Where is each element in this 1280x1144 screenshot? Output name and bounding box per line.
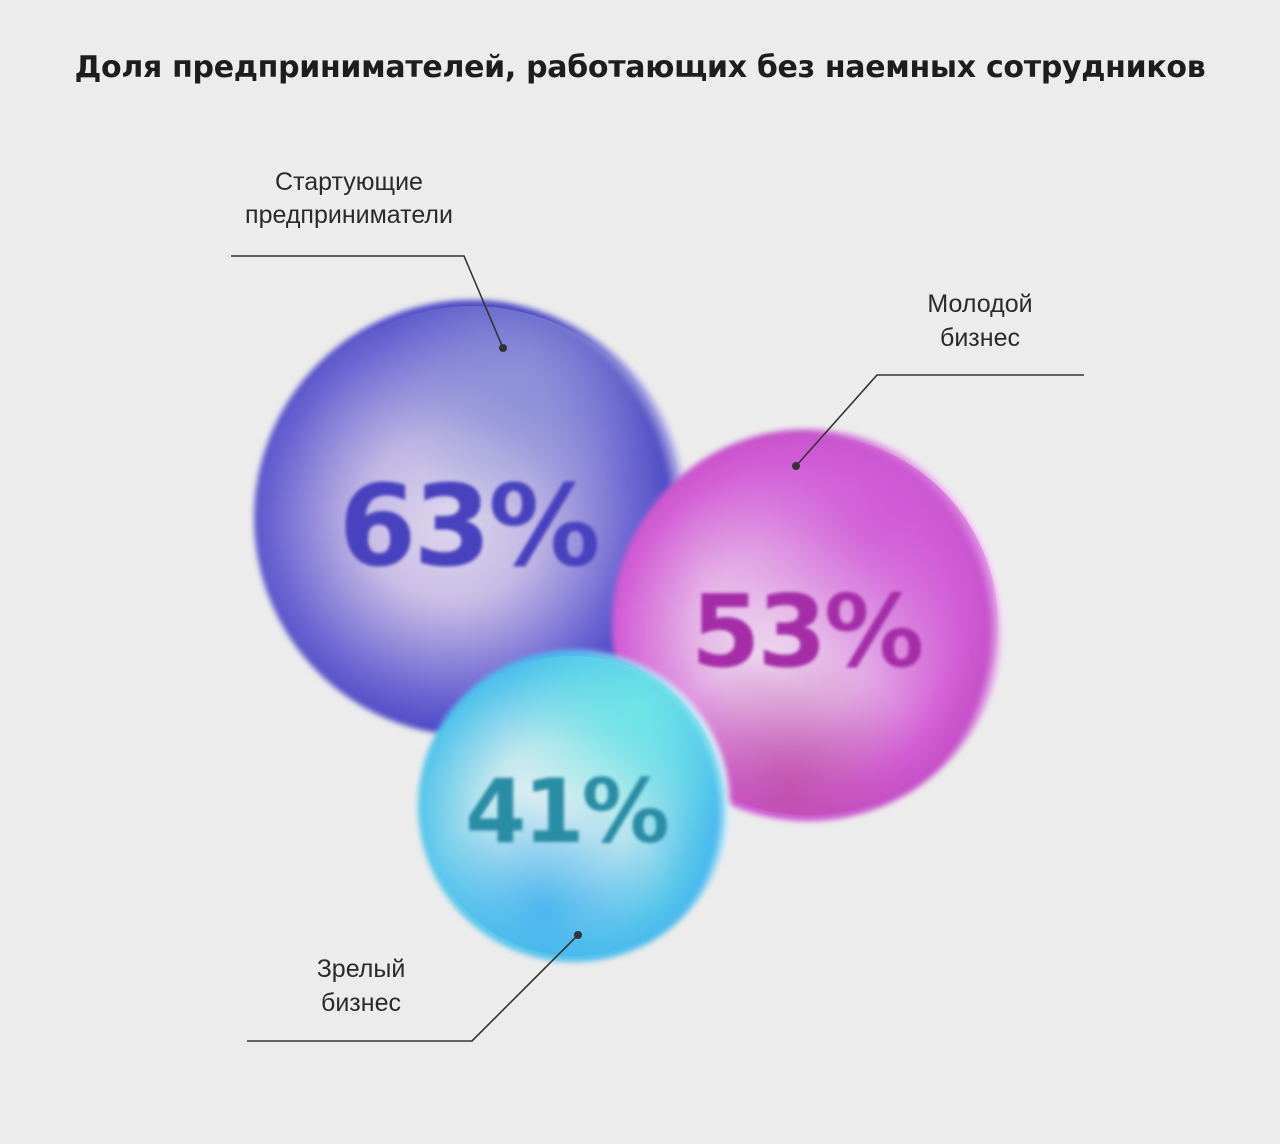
category-label-mature: Зрелый бизнес bbox=[317, 955, 406, 1017]
bubble-young-shadow bbox=[618, 435, 998, 815]
category-label-mature-line-1: Зрелый bbox=[317, 955, 406, 983]
bubble-young: 53% bbox=[612, 429, 1004, 821]
leader-line-startup bbox=[231, 255, 504, 349]
category-label-young-line-1: Молодой bbox=[927, 290, 1032, 318]
bubble-mature-value: 41% bbox=[465, 760, 667, 863]
bubble-startup: 63% bbox=[254, 300, 690, 736]
leader-dots bbox=[499, 344, 800, 939]
leader-dot-mature bbox=[574, 931, 582, 939]
leader-lines bbox=[231, 255, 1084, 1042]
category-label-young: Молодой бизнес bbox=[927, 290, 1032, 352]
leader-dot-startup bbox=[499, 344, 507, 352]
bubble-mature: 41% bbox=[418, 650, 730, 962]
category-label-young-line-2: бизнес bbox=[940, 324, 1020, 352]
leader-line-mature bbox=[247, 934, 579, 1042]
bubble-startup-value: 63% bbox=[338, 462, 597, 592]
chart-title: Доля предпринимателей, работающих без на… bbox=[74, 50, 1206, 85]
bubble-startup-highlight bbox=[260, 306, 684, 730]
category-label-mature-line-2: бизнес bbox=[321, 989, 401, 1017]
bubble-young-value: 53% bbox=[691, 573, 922, 690]
category-label-startup-line-1: Стартующие bbox=[275, 168, 423, 196]
bubble-mature-shadow bbox=[424, 656, 724, 956]
leader-line-young bbox=[795, 374, 1084, 467]
leader-dot-young bbox=[792, 462, 800, 470]
category-label-startup: Стартующие предприниматели bbox=[245, 168, 453, 229]
category-label-startup-line-2: предприниматели bbox=[245, 201, 453, 229]
